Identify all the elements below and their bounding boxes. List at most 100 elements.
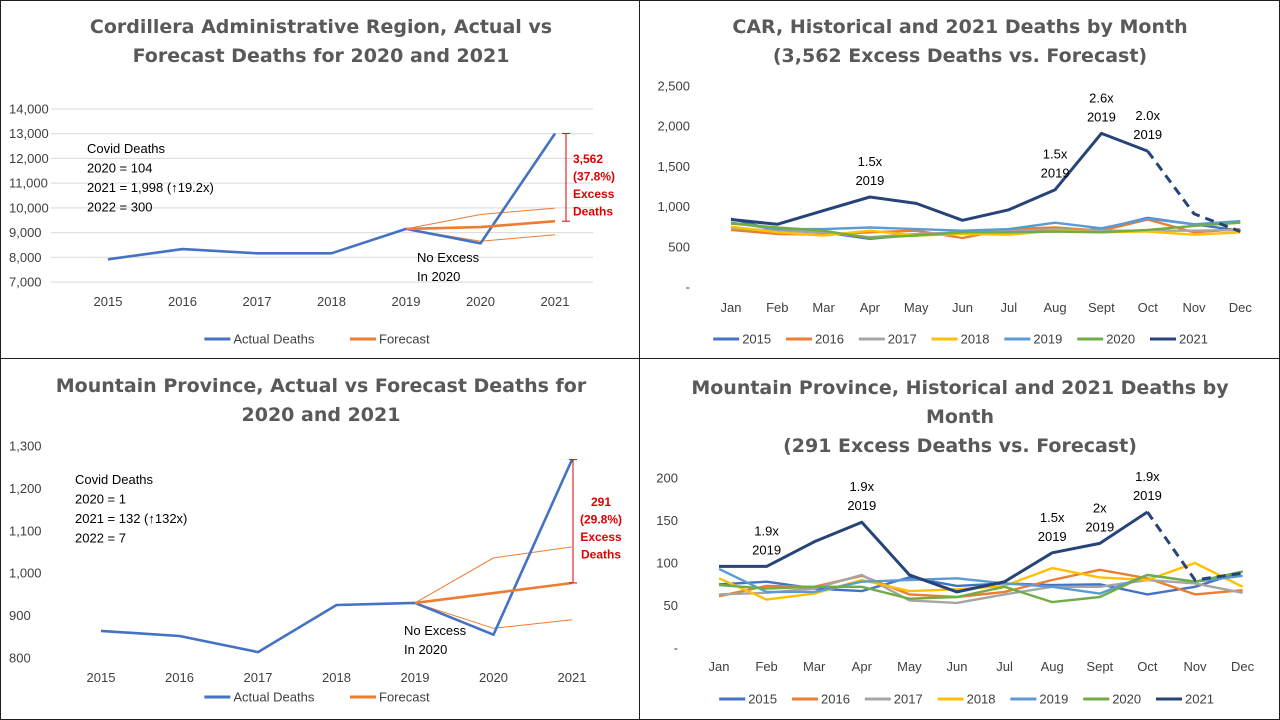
chart-title: Cordillera Administrative Region, Actual… — [90, 16, 552, 38]
chart-title: Mountain Province, Historical and 2021 D… — [691, 377, 1229, 399]
excess-deaths-label: Excess — [580, 530, 622, 544]
legend-label: 2019 — [1039, 692, 1068, 707]
legend-label: Forecast — [379, 690, 430, 705]
ratio-annotation: 2.6x — [1089, 90, 1114, 105]
ratio-annotation: 2x — [1093, 500, 1107, 515]
forecast-line — [414, 581, 573, 605]
excess-deaths-label: 291 — [591, 495, 611, 509]
covid-deaths-text: 2021 = 1,998 (↑19.2x) — [87, 180, 214, 195]
excess-deaths-label: (29.8%) — [580, 513, 622, 527]
series-line-2020 — [730, 221, 1241, 240]
excess-deaths-label: Excess — [573, 187, 615, 201]
legend-label: Forecast — [379, 332, 430, 347]
legend-label: Actual Deaths — [233, 332, 314, 347]
x-tick-label: 2017 — [243, 294, 272, 309]
x-tick-label: Nov — [1183, 659, 1207, 674]
excess-deaths-label: Deaths — [573, 205, 613, 219]
x-tick-label: May — [904, 300, 929, 315]
excess-deaths-label: (37.8%) — [573, 170, 615, 184]
covid-deaths-text: 2022 = 7 — [75, 531, 126, 546]
series-line-2018 — [730, 225, 1241, 237]
legend-label: Actual Deaths — [233, 690, 314, 705]
y-tick-label: - — [686, 280, 690, 295]
x-tick-label: Feb — [755, 659, 777, 674]
x-tick-label: 2018 — [317, 294, 346, 309]
x-tick-label: 2016 — [165, 670, 194, 685]
x-tick-label: Sept — [1088, 300, 1115, 315]
ratio-annotation: 1.9x — [850, 479, 875, 494]
no-excess-text: No Excess — [404, 623, 467, 638]
x-tick-label: 2018 — [322, 670, 351, 685]
ratio-annotation: 2019 — [1087, 109, 1116, 124]
covid-deaths-text: Covid Deaths — [87, 141, 166, 156]
ratio-annotation: 2019 — [752, 542, 781, 557]
y-tick-label: 7,000 — [9, 275, 42, 290]
forecast-lower-line — [405, 228, 556, 242]
x-tick-label: Dec — [1229, 300, 1253, 315]
x-tick-label: 2015 — [94, 294, 123, 309]
legend-label: 2021 — [1185, 692, 1214, 707]
forecast-line — [405, 219, 556, 231]
covid-deaths-text: 2021 = 132 (↑132x) — [75, 511, 187, 526]
ratio-annotation: 2019 — [1133, 488, 1162, 503]
y-tick-label: 10,000 — [9, 200, 49, 215]
x-tick-label: Oct — [1137, 659, 1158, 674]
car-annual-chart: Cordillera Administrative Region, Actual… — [9, 16, 615, 347]
legend-label: 2016 — [821, 692, 850, 707]
y-tick-label: 1,200 — [9, 481, 42, 496]
y-tick-label: 13,000 — [9, 126, 49, 141]
ratio-annotation: 2019 — [1038, 529, 1067, 544]
x-tick-label: Mar — [803, 659, 826, 674]
excess-deaths-label: Deaths — [581, 548, 621, 562]
forecast-upper-line — [414, 546, 573, 604]
y-tick-label: 9,000 — [9, 225, 42, 240]
series-line-2020 — [718, 570, 1243, 604]
mountain-province-monthly-chart: Mountain Province, Historical and 2021 D… — [656, 377, 1255, 707]
excess-deaths-label: 3,562 — [573, 152, 603, 166]
chart-title: (291 Excess Deaths vs. Forecast) — [783, 435, 1137, 457]
covid-deaths-text: 2020 = 104 — [87, 161, 152, 176]
car-monthly-chart-panel: CAR, Historical and 2021 Deaths by Month… — [639, 0, 1280, 360]
x-tick-label: Apr — [860, 300, 881, 315]
x-tick-label: 2021 — [541, 294, 570, 309]
x-tick-label: Mar — [812, 300, 835, 315]
series-line-2021-projected — [1146, 511, 1243, 582]
y-tick-label: 150 — [656, 513, 678, 528]
x-tick-label: Jun — [947, 659, 968, 674]
forecast-lower-line — [414, 602, 573, 629]
covid-deaths-text: 2020 = 1 — [75, 492, 126, 507]
forecast-upper-line — [405, 207, 556, 230]
chart-title: CAR, Historical and 2021 Deaths by Month — [732, 16, 1187, 38]
legend-label: 2020 — [1112, 692, 1141, 707]
x-tick-label: 2019 — [392, 294, 421, 309]
ratio-annotation: 2.0x — [1135, 108, 1160, 123]
x-tick-label: Dec — [1231, 659, 1255, 674]
x-tick-label: 2020 — [479, 670, 508, 685]
legend-label: 2020 — [1106, 332, 1135, 347]
y-tick-label: 900 — [9, 608, 31, 623]
ratio-annotation: 2019 — [847, 498, 876, 513]
no-excess-text: In 2020 — [417, 269, 460, 284]
x-tick-label: Jan — [709, 659, 730, 674]
ratio-annotation: 1.5x — [1040, 510, 1065, 525]
y-tick-label: 1,000 — [9, 566, 42, 581]
x-tick-label: 2016 — [168, 294, 197, 309]
ratio-annotation: 2019 — [1133, 127, 1162, 142]
chart-title: Month — [926, 406, 994, 428]
x-tick-label: 2021 — [558, 670, 587, 685]
ratio-annotation: 2019 — [1041, 166, 1070, 181]
y-tick-label: 11,000 — [9, 176, 48, 191]
ratio-annotation: 1.5x — [858, 154, 883, 169]
x-tick-label: 2019 — [401, 670, 430, 685]
y-tick-label: 1,100 — [9, 523, 42, 538]
x-tick-label: Apr — [852, 659, 873, 674]
x-tick-label: 2017 — [244, 670, 273, 685]
x-tick-label: 2020 — [466, 294, 495, 309]
legend-label: 2019 — [1033, 332, 1062, 347]
legend-label: 2017 — [888, 332, 917, 347]
actual-deaths-line — [100, 459, 574, 654]
x-tick-label: Sept — [1086, 659, 1113, 674]
y-tick-label: - — [674, 641, 678, 656]
x-tick-label: Jan — [721, 300, 742, 315]
y-tick-label: 500 — [668, 239, 690, 254]
